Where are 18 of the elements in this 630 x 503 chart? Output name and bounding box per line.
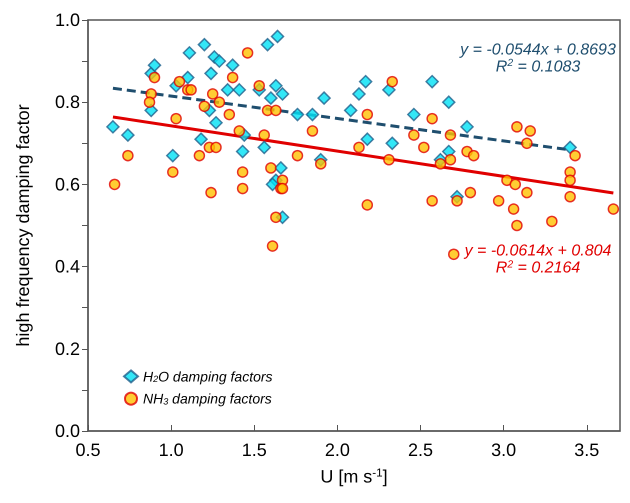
y-tick-label: 1.0 [54,10,80,30]
x-tick-label: 2.0 [324,440,350,460]
annotation: y = -0.0544x + 0.8693 [459,41,616,58]
x-tick-label: 0.5 [75,440,101,460]
x-tick-label: 2.5 [408,440,434,460]
x-tick-label: 3.5 [574,440,600,460]
x-tick-label: 1.5 [242,440,267,460]
annotation: y = -0.0614x + 0.804 [464,242,612,260]
y-tick-label: 0.4 [54,256,80,277]
x-tick-label: 1.0 [158,440,184,460]
y-axis-title: high frequency damping factor [13,104,33,347]
y-tick-label: 0.2 [54,338,80,359]
y-tick-label: 0.6 [54,174,80,194]
legend-label: H2O damping factors [143,368,273,384]
y-tick-label: 0.8 [54,92,80,112]
x-tick-label: 3.0 [491,440,516,460]
legend-label: NH3 damping factors [143,390,272,407]
y-tick-label: 0.0 [54,421,80,441]
